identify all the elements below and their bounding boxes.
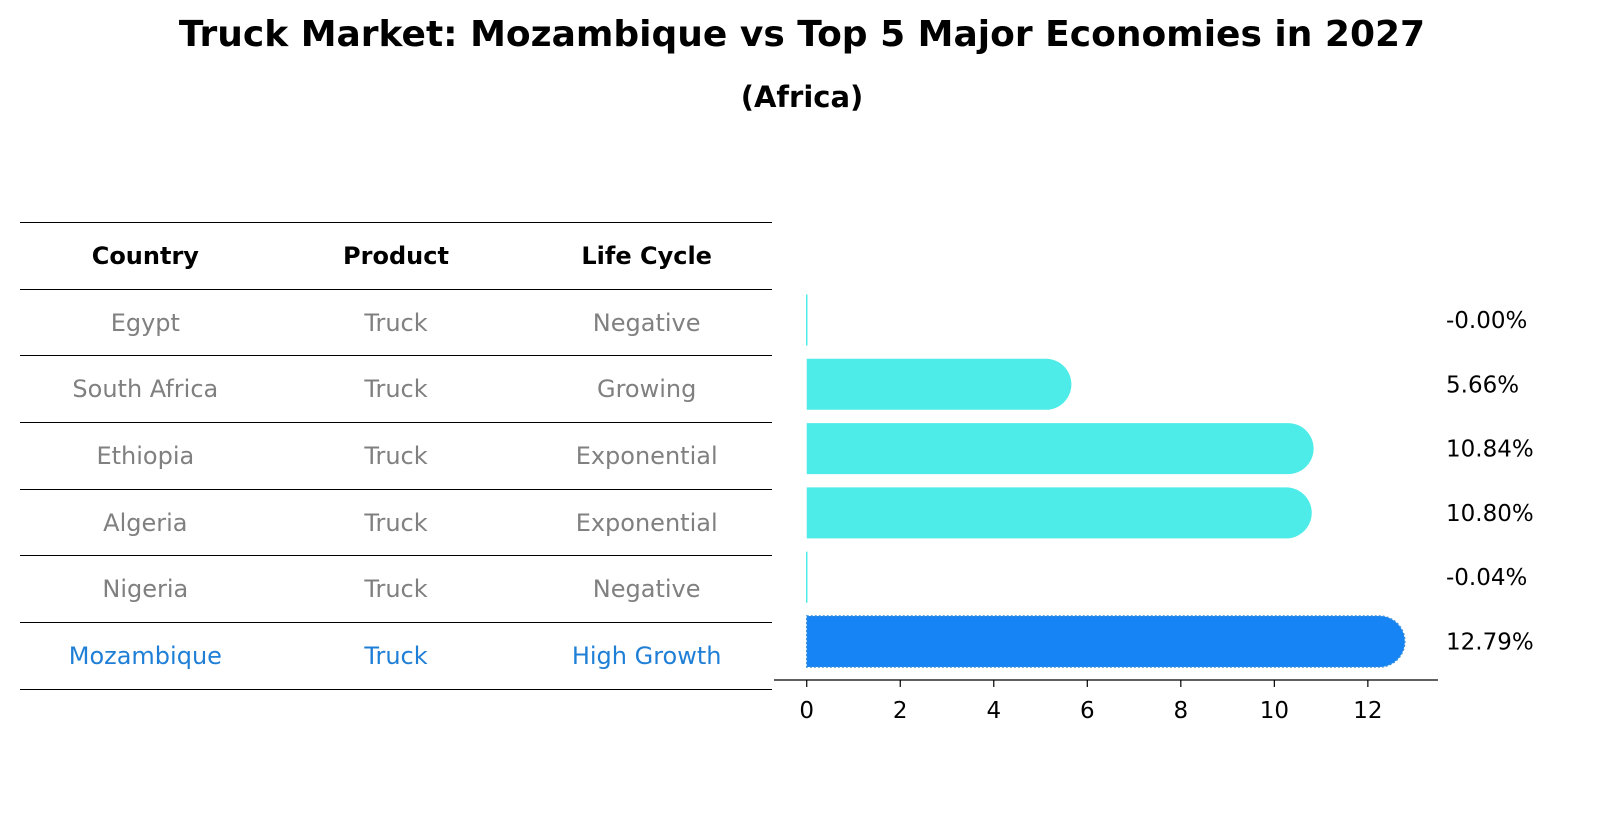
cell-product: Truck <box>270 288 522 356</box>
cell-product: Truck <box>270 488 522 556</box>
x-tick-label: 4 <box>986 698 1001 724</box>
table-row: South Africa Truck Growing <box>20 355 772 423</box>
chart-subtitle: (Africa) <box>740 80 864 114</box>
x-tick-label: 0 <box>799 698 814 724</box>
cell-country: Egypt <box>20 288 271 356</box>
table-row: Algeria Truck Exponential <box>20 488 772 556</box>
header-life-cycle: Life Cycle <box>521 222 772 290</box>
cell-product: Truck <box>270 355 522 423</box>
cell-country: Ethiopia <box>20 422 271 490</box>
cell-country: South Africa <box>20 355 271 423</box>
cell-life-cycle: Negative <box>521 288 772 356</box>
cell-country: Mozambique <box>20 622 271 690</box>
x-tick-label: 12 <box>1353 698 1382 724</box>
cell-product: Truck <box>270 622 522 690</box>
table-header-row: Country Product Life Cycle <box>20 222 772 290</box>
bar-value-label: -0.00% <box>1446 308 1527 334</box>
bar-value-label: 10.80% <box>1446 501 1534 527</box>
bar <box>806 487 1312 539</box>
cell-life-cycle: Negative <box>521 555 772 623</box>
bar-value-label: -0.04% <box>1446 565 1527 591</box>
chart-title: Truck Market: Mozambique vs Top 5 Major … <box>178 14 1426 55</box>
header-country: Country <box>20 222 271 290</box>
cell-life-cycle: Exponential <box>521 488 772 556</box>
bar-value-label: 5.66% <box>1446 372 1519 398</box>
cell-life-cycle: Growing <box>521 355 772 423</box>
cell-product: Truck <box>270 555 522 623</box>
table-row: Nigeria Truck Negative <box>20 555 772 623</box>
bar-chart: -0.00% 5.66% 10.84% 10.80% -0.04% 12.79% 0 2 4 6 8… <box>774 294 1534 724</box>
x-tick-label: 6 <box>1080 698 1095 724</box>
cell-country: Algeria <box>20 488 271 556</box>
x-tick-label: 2 <box>893 698 908 724</box>
bar <box>806 423 1314 475</box>
header-product: Product <box>270 222 522 290</box>
x-tick-label: 8 <box>1173 698 1188 724</box>
bar-value-label: 10.84% <box>1446 437 1534 463</box>
cell-country: Nigeria <box>20 555 271 623</box>
bar-value-label: 12.79% <box>1446 630 1534 656</box>
table-row: Egypt Truck Negative <box>20 288 772 356</box>
bar <box>806 358 1072 410</box>
cell-life-cycle: Exponential <box>521 422 772 490</box>
cell-product: Truck <box>270 422 522 490</box>
market-table: Country Product Life Cycle Egypt Truck N… <box>20 222 772 690</box>
table-row-highlight: Mozambique Truck High Growth <box>20 622 772 690</box>
cell-life-cycle: High Growth <box>521 622 772 690</box>
table-row: Ethiopia Truck Exponential <box>20 422 772 490</box>
x-tick-label: 10 <box>1260 698 1289 724</box>
bar <box>805 615 1406 668</box>
